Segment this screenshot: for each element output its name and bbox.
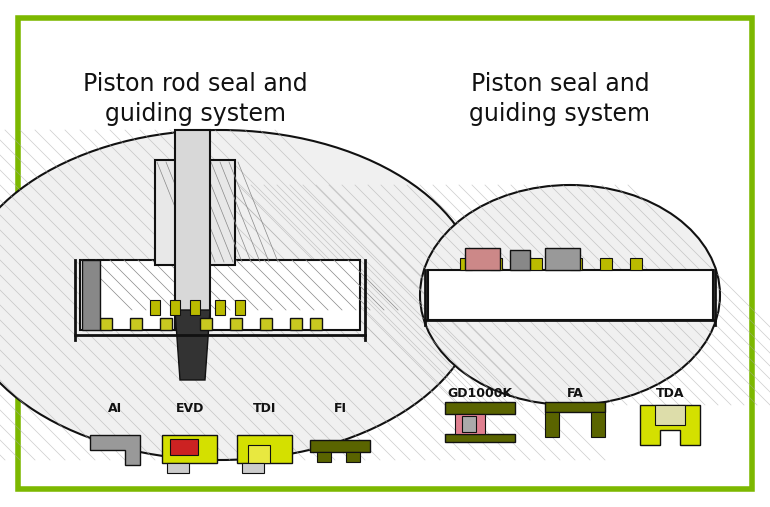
- Polygon shape: [82, 260, 100, 330]
- Bar: [545, 412, 559, 437]
- Bar: [445, 402, 515, 414]
- Bar: [230, 318, 242, 330]
- Bar: [100, 318, 112, 330]
- Bar: [130, 318, 142, 330]
- Bar: [80, 260, 360, 330]
- Bar: [235, 300, 245, 315]
- Text: EVD: EVD: [176, 402, 204, 415]
- Bar: [462, 416, 476, 432]
- Bar: [655, 405, 685, 425]
- Bar: [190, 300, 200, 315]
- Text: FI: FI: [333, 402, 347, 415]
- Bar: [630, 258, 642, 270]
- Bar: [170, 439, 198, 455]
- Text: FA: FA: [567, 387, 584, 400]
- Bar: [346, 452, 360, 462]
- Bar: [545, 402, 605, 412]
- Polygon shape: [640, 405, 700, 445]
- Bar: [428, 270, 713, 320]
- Bar: [600, 258, 612, 270]
- Bar: [150, 300, 160, 315]
- Bar: [445, 434, 515, 442]
- Bar: [170, 300, 180, 315]
- Bar: [310, 440, 370, 452]
- Bar: [317, 452, 331, 462]
- Bar: [167, 463, 189, 473]
- Bar: [591, 412, 605, 437]
- Bar: [460, 258, 472, 270]
- Bar: [200, 318, 212, 330]
- Bar: [465, 248, 500, 270]
- Bar: [215, 300, 225, 315]
- Bar: [310, 318, 322, 330]
- Bar: [570, 258, 582, 270]
- Bar: [155, 160, 235, 265]
- Ellipse shape: [0, 130, 480, 460]
- Text: AI: AI: [108, 402, 122, 415]
- Polygon shape: [175, 310, 210, 380]
- Ellipse shape: [420, 185, 720, 405]
- Bar: [237, 435, 292, 463]
- Bar: [160, 318, 172, 330]
- Bar: [242, 463, 264, 473]
- Bar: [545, 248, 580, 270]
- Bar: [290, 318, 302, 330]
- Text: TDA: TDA: [656, 387, 685, 400]
- Text: Piston rod seal and
guiding system: Piston rod seal and guiding system: [82, 72, 307, 126]
- Bar: [490, 258, 502, 270]
- Bar: [260, 318, 272, 330]
- Text: TDI: TDI: [253, 402, 276, 415]
- Bar: [510, 250, 530, 270]
- Bar: [175, 130, 210, 330]
- Bar: [248, 445, 270, 463]
- Text: GD1000K: GD1000K: [447, 387, 513, 400]
- Bar: [455, 414, 485, 434]
- Polygon shape: [90, 435, 140, 465]
- Bar: [530, 258, 542, 270]
- Text: Piston seal and
guiding system: Piston seal and guiding system: [470, 72, 651, 126]
- Bar: [162, 435, 217, 463]
